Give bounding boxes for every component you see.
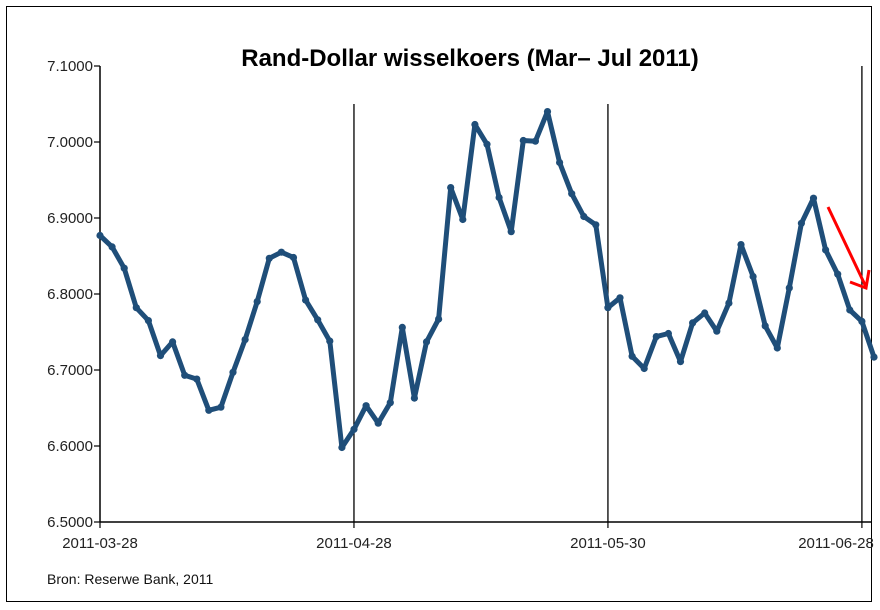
- data-point: [761, 322, 769, 330]
- data-point: [156, 352, 165, 360]
- y-tick-labels: 6.5000 6.6000 6.7000 6.8000 6.9000 7.0000 7.10…: [47, 58, 93, 531]
- arrow-head: [849, 269, 871, 291]
- data-point: [809, 194, 818, 202]
- data-point: [435, 315, 443, 323]
- data-point: [471, 120, 479, 129]
- data-point: [604, 304, 612, 312]
- y-tick-label: 7.0000: [47, 134, 93, 151]
- vertical-gridlines: [353, 66, 863, 522]
- data-point: [447, 184, 455, 192]
- data-point: [314, 316, 322, 324]
- data-point: [858, 317, 866, 325]
- axes: [94, 65, 872, 528]
- x-tick-label: 2011-05-30: [570, 535, 646, 552]
- data-point: [652, 333, 660, 341]
- data-point: [108, 243, 116, 251]
- data-point: [120, 264, 128, 272]
- data-point: [265, 254, 273, 262]
- data-point: [519, 136, 527, 145]
- data-point: [302, 296, 310, 304]
- chart-title: Rand-Dollar wisselkoers (Mar– Jul 2011): [241, 45, 699, 72]
- data-point: [749, 272, 757, 281]
- data-point: [495, 193, 503, 202]
- data-point: [181, 371, 189, 379]
- data-point: [253, 298, 261, 306]
- title-background: [150, 36, 790, 80]
- data-point: [616, 294, 624, 302]
- data-point: [870, 353, 878, 361]
- x-tick-labels: 2011-03-28 2011-04-28 2011-05-30 2011-06-28: [62, 535, 874, 552]
- data-point: [725, 299, 733, 307]
- data-point: [96, 231, 104, 240]
- data-point: [664, 329, 673, 338]
- data-point: [289, 253, 298, 262]
- data-point: [797, 219, 806, 227]
- data-point: [676, 358, 685, 366]
- data-point: [241, 336, 249, 344]
- data-point: [169, 338, 177, 346]
- y-tick-label: 6.9000: [47, 210, 93, 227]
- data-point: [640, 364, 648, 373]
- data-point: [543, 108, 552, 116]
- data-point: [326, 337, 334, 345]
- data-point: [144, 317, 152, 325]
- data-point: [217, 403, 225, 411]
- series-line: [97, 109, 877, 450]
- x-tick-label: 2011-03-28: [62, 535, 138, 552]
- data-point: [834, 270, 842, 278]
- data-point: [737, 241, 745, 249]
- data-point: [410, 394, 418, 402]
- data-point: [773, 344, 781, 352]
- data-point: [386, 399, 394, 407]
- data-point: [483, 140, 491, 148]
- data-point: [592, 221, 600, 229]
- data-point: [229, 368, 237, 376]
- data-point: [531, 137, 540, 145]
- data-point: [422, 338, 431, 346]
- data-point: [338, 443, 346, 452]
- series-points: [96, 108, 878, 452]
- data-point: [459, 215, 467, 224]
- data-point: [846, 306, 854, 314]
- data-point: [507, 228, 515, 236]
- y-tick-label: 7.1000: [47, 58, 93, 75]
- data-point: [205, 406, 213, 414]
- data-point: [398, 323, 406, 331]
- x-tick-label: 2011-04-28: [316, 535, 392, 552]
- data-point: [362, 402, 370, 410]
- data-point: [568, 190, 576, 198]
- data-point: [713, 327, 721, 335]
- data-point: [350, 425, 358, 433]
- data-point: [701, 309, 709, 317]
- x-tick-label: 2011-06-28: [798, 535, 874, 552]
- trend-arrow: [826, 206, 871, 291]
- y-tick-label: 6.5000: [47, 514, 93, 531]
- data-point: [277, 248, 285, 256]
- data-point: [193, 375, 201, 383]
- data-point: [689, 319, 697, 327]
- data-point: [374, 419, 382, 427]
- y-tick-label: 6.7000: [47, 362, 93, 379]
- y-tick-label: 6.6000: [47, 438, 93, 455]
- data-point: [556, 158, 564, 167]
- data-point: [628, 352, 636, 360]
- arrow-shaft: [826, 206, 868, 288]
- data-point: [822, 246, 830, 254]
- data-point: [580, 212, 588, 221]
- data-point: [132, 304, 140, 312]
- data-point: [785, 284, 793, 292]
- y-tick-label: 6.8000: [47, 286, 93, 303]
- source-note: Bron: Reserwe Bank, 2011: [47, 571, 213, 587]
